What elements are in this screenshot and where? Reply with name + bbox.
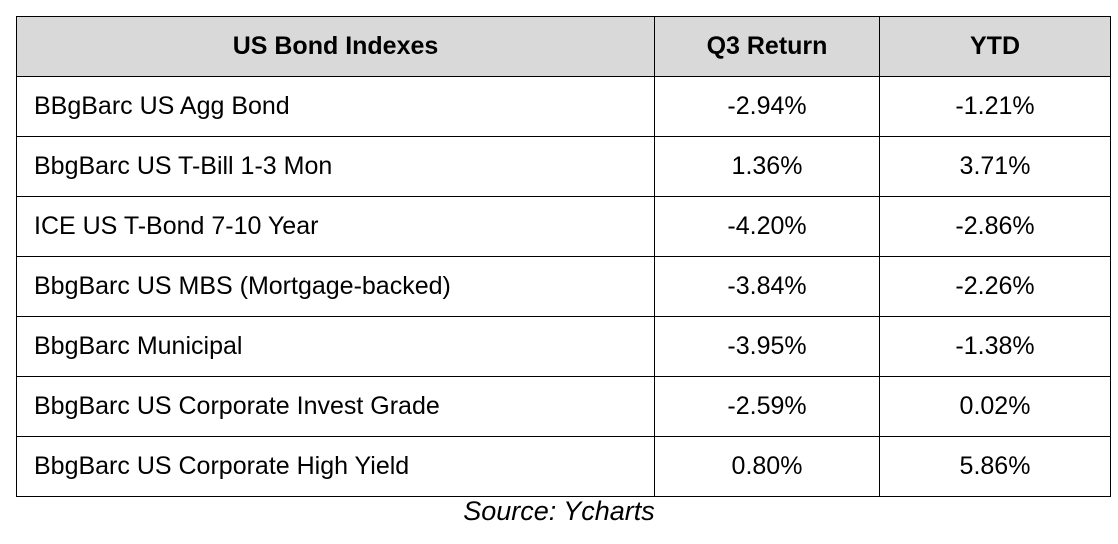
index-name-cell: BbgBarc US T-Bill 1-3 Mon [16,136,655,197]
header-q3-return: Q3 Return [654,16,880,77]
index-name-cell: BBgBarc US Agg Bond [16,76,655,137]
header-index-name: US Bond Indexes [16,16,655,77]
q3-return-cell: -3.84% [654,256,880,317]
table-row: ICE US T-Bond 7-10 Year -4.20% -2.86% [16,196,1111,257]
table-row: BBgBarc US Agg Bond -2.94% -1.21% [16,76,1111,137]
q3-return-cell: -2.94% [654,76,880,137]
ytd-cell: -2.26% [879,256,1111,317]
q3-return-cell: -3.95% [654,316,880,377]
ytd-cell: 0.02% [879,376,1111,437]
ytd-cell: 3.71% [879,136,1111,197]
header-ytd: YTD [879,16,1111,77]
table-row: BbgBarc US Corporate High Yield 0.80% 5.… [16,436,1111,497]
table-row: BbgBarc Municipal -3.95% -1.38% [16,316,1111,377]
ytd-cell: 5.86% [879,436,1111,497]
q3-return-cell: 1.36% [654,136,880,197]
ytd-cell: -2.86% [879,196,1111,257]
table-header-row: US Bond Indexes Q3 Return YTD [16,16,1111,77]
q3-return-cell: -4.20% [654,196,880,257]
table-row: BbgBarc US Corporate Invest Grade -2.59%… [16,376,1111,437]
q3-return-cell: 0.80% [654,436,880,497]
source-caption: Source: Ycharts [463,496,655,526]
table-row: BbgBarc US MBS (Mortgage-backed) -3.84% … [16,256,1111,317]
q3-return-cell: -2.59% [654,376,880,437]
ytd-cell: -1.21% [879,76,1111,137]
index-name-cell: BbgBarc US Corporate High Yield [16,436,655,497]
table-row: BbgBarc US T-Bill 1-3 Mon 1.36% 3.71% [16,136,1111,197]
index-name-cell: BbgBarc Municipal [16,316,655,377]
ytd-cell: -1.38% [879,316,1111,377]
index-name-cell: BbgBarc US MBS (Mortgage-backed) [16,256,655,317]
bond-index-table-container: US Bond Indexes Q3 Return YTD BBgBarc US… [16,16,1111,497]
bond-index-table: US Bond Indexes Q3 Return YTD BBgBarc US… [16,16,1111,497]
index-name-cell: BbgBarc US Corporate Invest Grade [16,376,655,437]
index-name-cell: ICE US T-Bond 7-10 Year [16,196,655,257]
